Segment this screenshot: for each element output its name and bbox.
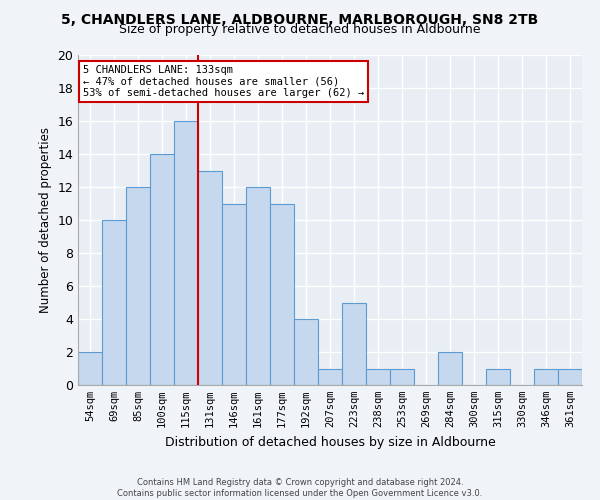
Bar (342, 302, 366, 385)
Bar (222, 204, 246, 385)
Text: Contains HM Land Registry data © Crown copyright and database right 2024.
Contai: Contains HM Land Registry data © Crown c… (118, 478, 482, 498)
Bar (78, 352, 102, 385)
Text: Size of property relative to detached houses in Aldbourne: Size of property relative to detached ho… (119, 22, 481, 36)
Bar (126, 187, 150, 385)
Bar (198, 170, 222, 385)
Bar (534, 368, 558, 385)
Bar (270, 204, 294, 385)
Bar (438, 352, 462, 385)
X-axis label: Distribution of detached houses by size in Aldbourne: Distribution of detached houses by size … (164, 436, 496, 448)
Bar (318, 368, 342, 385)
Bar (390, 368, 414, 385)
Bar (366, 368, 390, 385)
Bar (486, 368, 510, 385)
Bar (174, 121, 198, 385)
Bar (246, 187, 270, 385)
Bar (294, 319, 318, 385)
Text: 5, CHANDLERS LANE, ALDBOURNE, MARLBOROUGH, SN8 2TB: 5, CHANDLERS LANE, ALDBOURNE, MARLBOROUG… (61, 12, 539, 26)
Text: 5 CHANDLERS LANE: 133sqm
← 47% of detached houses are smaller (56)
53% of semi-d: 5 CHANDLERS LANE: 133sqm ← 47% of detach… (83, 65, 364, 98)
Bar (150, 154, 174, 385)
Bar (102, 220, 126, 385)
Y-axis label: Number of detached properties: Number of detached properties (39, 127, 52, 313)
Bar (558, 368, 582, 385)
